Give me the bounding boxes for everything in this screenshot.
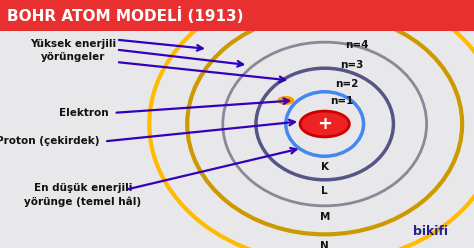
Circle shape: [300, 111, 349, 137]
Text: Yüksek enerjili
yörüngeler: Yüksek enerjili yörüngeler: [30, 39, 117, 62]
Text: n=2: n=2: [335, 79, 358, 89]
FancyBboxPatch shape: [0, 0, 474, 31]
Text: L: L: [321, 186, 328, 196]
Text: N: N: [320, 241, 329, 248]
Text: BOHR ATOM MODELİ (1913): BOHR ATOM MODELİ (1913): [7, 7, 244, 24]
Text: En düşük enerjili
yörünge (temel hâl): En düşük enerjili yörünge (temel hâl): [24, 183, 142, 207]
Text: Proton (çekirdek): Proton (çekirdek): [0, 136, 100, 146]
Text: n=3: n=3: [340, 60, 364, 70]
Text: +: +: [317, 115, 332, 133]
Text: M: M: [319, 212, 330, 222]
Circle shape: [277, 96, 294, 105]
Text: n=4: n=4: [345, 39, 369, 50]
Text: n=1: n=1: [330, 96, 354, 106]
Text: bikifi: bikifi: [413, 225, 448, 238]
Text: K: K: [321, 162, 328, 172]
Text: Elektron: Elektron: [59, 108, 109, 118]
